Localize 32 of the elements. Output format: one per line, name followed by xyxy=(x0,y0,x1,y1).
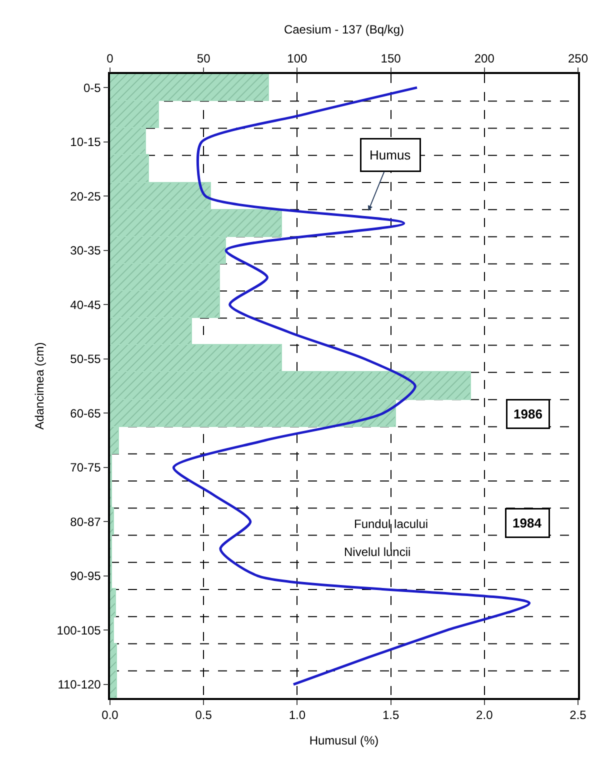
annotation: Humus xyxy=(370,148,412,162)
annotation: Fundul lacului xyxy=(354,517,428,531)
x-tick-label: 2.5 xyxy=(570,708,587,722)
y-tick-label: 50-55 xyxy=(70,352,102,366)
y-axis-title: Adancimea (cm) xyxy=(32,342,47,430)
y-tick-label: 80-87 xyxy=(70,514,102,529)
x-axis-title: Humusul (%) xyxy=(309,734,379,748)
x2-tick-label: 0 xyxy=(106,51,114,66)
x-tick-label: 0.5 xyxy=(195,708,212,722)
annotation: 1984 xyxy=(512,516,542,530)
y-tick-label: 110-120 xyxy=(58,678,102,692)
y-tick-label: 100-105 xyxy=(56,623,102,638)
annotation: Nivelul luncii xyxy=(344,545,411,559)
y-tick-label: 30-35 xyxy=(70,244,102,258)
y-tick-label: 0-5 xyxy=(84,80,102,95)
x2-axis-title: Caesium - 137 (Bq/kg) xyxy=(284,22,404,36)
y-tick-label: 60-65 xyxy=(70,406,102,420)
x2-tick-label: 100 xyxy=(287,51,308,66)
y-tick-label: 10-15 xyxy=(70,135,102,150)
x2-tick-label: 200 xyxy=(474,51,495,66)
y-tick-label: 70-75 xyxy=(70,460,102,475)
x-tick-label: 1.5 xyxy=(382,708,400,722)
y-tick-label: 40-45 xyxy=(70,298,102,312)
x2-tick-label: 150 xyxy=(380,51,402,66)
x-tick-label: 1.0 xyxy=(288,708,306,722)
y-tick-label: 20-25 xyxy=(70,189,102,204)
annotation: 1986 xyxy=(514,406,542,422)
x-tick-label: 0.0 xyxy=(102,708,119,722)
x-tick-label: 2.0 xyxy=(476,708,494,722)
x2-tick-label: 250 xyxy=(568,51,588,66)
y-tick-label: 90-95 xyxy=(70,569,102,584)
x2-tick-label: 50 xyxy=(196,51,211,66)
